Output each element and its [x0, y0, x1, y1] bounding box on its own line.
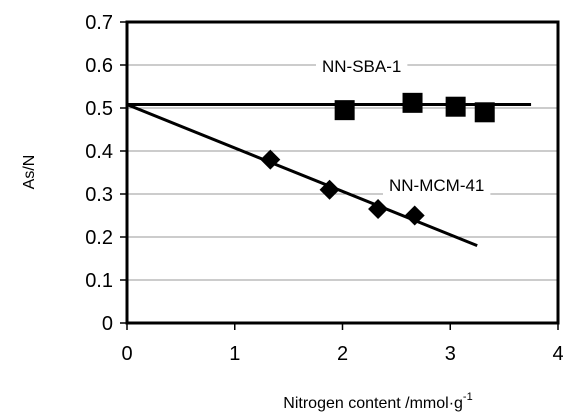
y-tick-label-3: 0.3 [85, 184, 113, 206]
y-tick-label-6: 0.6 [85, 55, 113, 77]
marker-series-1-point-1 [319, 179, 340, 200]
y-tick-label-0: 0 [102, 313, 113, 335]
marker-series-0-point-0 [334, 100, 355, 121]
fit-line-1 [126, 103, 478, 247]
y-tick-label-5: 0.5 [85, 98, 113, 120]
marker-series-0-point-3 [474, 102, 495, 123]
x-tick-labels: 0 1 2 3 4 [121, 343, 563, 365]
marker-series-1-point-2 [368, 199, 389, 220]
x-tick-label-0: 0 [121, 343, 132, 365]
grid-lines [127, 64, 558, 281]
x-axis-label: Nitrogen content /mmol·g-1 [283, 391, 472, 412]
y-tick-labels: 0 0.1 0.2 0.3 0.4 0.5 0.6 0.7 [85, 12, 113, 335]
marker-series-0-point-1 [402, 92, 423, 113]
y-axis-label: As/N [21, 155, 38, 190]
x-tick-label-2: 2 [337, 343, 348, 365]
axis-ticks [120, 21, 559, 330]
y-tick-label-7: 0.7 [85, 12, 113, 34]
y-tick-label-2: 0.2 [85, 227, 113, 249]
x-tick-label-3: 3 [445, 343, 456, 365]
marker-series-0-point-2 [445, 96, 466, 117]
series-label-nn-mcm-41: NN-MCM-41 [389, 176, 484, 195]
x-axis-label-superscript: -1 [463, 391, 473, 403]
x-axis-label-text: Nitrogen content /mmol·g [283, 395, 463, 412]
y-tick-label-1: 0.1 [85, 270, 113, 292]
y-tick-label-4: 0.4 [85, 141, 113, 163]
marker-series-1-point-0 [260, 149, 281, 170]
marker-series-1-point-3 [404, 205, 425, 226]
data-markers [260, 92, 495, 226]
x-tick-label-1: 1 [229, 343, 240, 365]
series-label-mcm-background [383, 174, 491, 197]
x-tick-label-4: 4 [552, 343, 563, 365]
series-label-nn-sba-1: NN-SBA-1 [322, 57, 401, 76]
series-label-sba-background [316, 55, 408, 78]
